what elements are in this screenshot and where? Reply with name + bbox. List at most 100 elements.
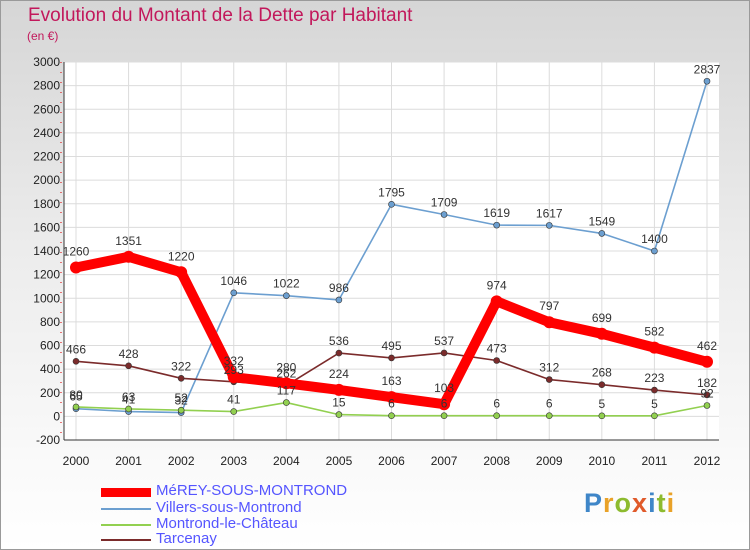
data-label: 1709 <box>431 195 458 209</box>
data-point <box>595 327 608 340</box>
data-point <box>598 381 606 389</box>
data-label: 473 <box>487 342 507 356</box>
data-point <box>335 349 343 357</box>
data-label: 6 <box>546 397 553 411</box>
data-point <box>598 412 606 420</box>
data-point <box>335 411 343 418</box>
data-label: 974 <box>487 278 507 292</box>
legend-label-montrond: Montrond-le-Château <box>156 515 298 532</box>
y-tick-label: 3000 <box>33 55 60 69</box>
data-label: 41 <box>227 393 241 407</box>
data-label: 80 <box>69 388 83 402</box>
data-point <box>283 399 290 406</box>
data-label: 462 <box>697 339 717 353</box>
data-point <box>70 261 82 274</box>
data-point <box>651 412 658 420</box>
data-label: 63 <box>122 390 136 404</box>
y-tick-label: 1400 <box>33 244 60 258</box>
x-tick-label: 2009 <box>536 454 563 468</box>
x-tick-label: 2010 <box>588 454 615 468</box>
data-point <box>388 201 395 208</box>
logo-letter: o <box>614 488 633 518</box>
data-label: 466 <box>66 342 86 356</box>
data-point <box>72 358 80 365</box>
data-point <box>283 292 290 299</box>
data-point <box>177 406 185 414</box>
data-point <box>490 295 503 308</box>
data-label: 293 <box>224 363 244 377</box>
data-point <box>125 405 132 413</box>
y-tick-label: 0 <box>53 409 60 423</box>
y-tick-label: 2600 <box>33 102 60 116</box>
data-point <box>125 362 132 370</box>
data-point <box>332 383 345 396</box>
data-label: 1617 <box>536 206 563 220</box>
data-label: 268 <box>592 366 612 380</box>
y-tick-label: 400 <box>40 362 60 376</box>
data-label: 32 <box>174 394 188 408</box>
data-label: 223 <box>644 371 664 385</box>
y-tick-label: 1800 <box>33 197 60 211</box>
data-point <box>230 408 238 415</box>
y-tick-label: 200 <box>40 386 60 400</box>
data-point <box>175 266 188 279</box>
data-point <box>545 412 553 419</box>
y-tick-label: 1000 <box>33 291 60 305</box>
data-label: 262 <box>276 366 296 380</box>
data-point <box>122 250 135 263</box>
chart-subtitle: (en €) <box>27 29 59 43</box>
y-tick-label: 2200 <box>33 150 60 164</box>
data-point <box>230 289 238 297</box>
data-label: 92 <box>700 387 714 401</box>
chart-title: Evolution du Montant de la Dette par Hab… <box>28 5 413 26</box>
data-point <box>385 391 398 404</box>
y-tick-label: 1600 <box>33 220 60 234</box>
legend-swatch-merey <box>101 488 151 497</box>
data-label: 582 <box>644 325 664 339</box>
x-tick-label: 2008 <box>483 454 510 468</box>
data-label: 428 <box>119 347 139 361</box>
data-label: 986 <box>329 281 349 295</box>
data-point <box>177 375 185 382</box>
data-label: 699 <box>592 311 612 325</box>
legend-label-tarcenay: Tarcenay <box>156 530 217 547</box>
data-point <box>388 354 395 362</box>
data-label: 1046 <box>220 274 247 288</box>
x-tick-label: 2004 <box>273 454 300 468</box>
data-label: 182 <box>697 376 717 390</box>
data-label: 6 <box>441 397 448 411</box>
data-label: 280 <box>276 360 296 374</box>
data-label: 1022 <box>273 277 300 291</box>
logo-letter: i <box>666 488 676 518</box>
data-label: 537 <box>434 334 454 348</box>
logo-letter: t <box>656 488 667 518</box>
legend-swatch-villers <box>101 508 151 510</box>
data-label: 1400 <box>641 232 668 246</box>
data-label: 5 <box>651 397 658 411</box>
data-label: 15 <box>332 396 346 410</box>
data-label: 6 <box>493 397 500 411</box>
legend-label-merey: MéREY-SOUS-MONTROND <box>156 482 348 499</box>
data-label: 41 <box>122 393 136 407</box>
x-tick-label: 2007 <box>431 454 458 468</box>
data-point <box>280 377 293 390</box>
y-tick-label: 2000 <box>33 173 60 187</box>
data-label: 6 <box>388 397 395 411</box>
legend-label-villers: Villers-sous-Montrond <box>156 499 302 516</box>
data-label: 5 <box>598 397 605 411</box>
data-label: 224 <box>329 367 349 381</box>
data-point <box>703 402 711 409</box>
data-label: 1619 <box>483 206 510 220</box>
data-label: 65 <box>69 390 83 404</box>
data-point <box>701 355 713 368</box>
logo-letter: i <box>648 488 657 518</box>
data-label: 322 <box>171 359 191 373</box>
data-point <box>703 391 711 399</box>
data-point <box>335 296 343 304</box>
data-label: 312 <box>539 361 559 375</box>
data-label: 1549 <box>588 214 615 228</box>
logo-letter: P <box>584 488 604 518</box>
y-tick-label: 600 <box>40 339 60 353</box>
y-tick-label: 2800 <box>33 79 60 93</box>
